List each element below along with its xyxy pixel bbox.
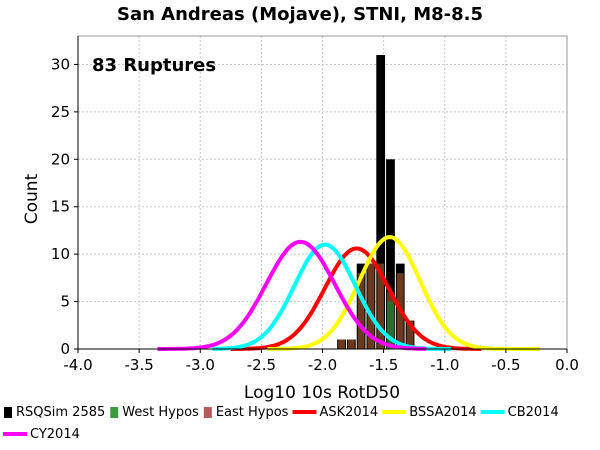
legend-item-1: West Hypos: [110, 405, 199, 420]
bar-east-hypos-0: [338, 339, 345, 349]
bar-total-5: [386, 159, 395, 349]
x-tick-label-7: -0.5: [491, 356, 520, 374]
bar-east-hypos-1: [347, 339, 355, 349]
legend: RSQSim 2585 West Hypos East Hypos ASK2014 BS…: [3, 405, 559, 442]
rupture-count-annotation: 83 Ruptures: [92, 55, 216, 76]
chart-title: San Andreas (Mojave), STNI, M8-8.5: [117, 4, 483, 25]
x-tick-label-5: -1.5: [369, 356, 398, 374]
x-axis-ticks: -4.0 -3.5 -3.0 -2.5 -2.0 -1.5 -1.0 -0.5 0.0: [63, 349, 579, 374]
curve-cy2014: [157, 239, 427, 351]
x-axis-label: Log10 10s RotD50: [244, 383, 400, 403]
y-tick-label-3: 15: [51, 198, 70, 216]
y-axis-label: Count: [22, 173, 42, 224]
legend-item-0: RSQSim 2585: [4, 405, 105, 420]
bar-east-hypos-3: [367, 263, 375, 349]
x-tick-label-3: -2.5: [247, 356, 276, 374]
x-tick-label-4: -2.0: [308, 356, 337, 374]
bar-east-hypos-2: [357, 273, 365, 349]
y-tick-label-5: 25: [51, 103, 70, 121]
legend-item-4: BSSA2014: [382, 405, 477, 420]
legend-label-3: ASK2014: [319, 405, 378, 420]
x-tick-label-8: 0.0: [555, 356, 579, 374]
legend-label-1: West Hypos: [122, 405, 199, 420]
legend-label-0: RSQSim 2585: [16, 405, 105, 420]
y-tick-label-0: 0: [60, 340, 70, 358]
legend-label-4: BSSA2014: [409, 405, 476, 420]
legend-item-3: ASK2014: [292, 405, 378, 420]
legend-label-2: East Hypos: [216, 405, 289, 420]
x-tick-label-2: -3.0: [186, 356, 215, 374]
y-tick-label-6: 30: [51, 55, 70, 73]
legend-swatch-1: [110, 407, 119, 418]
legend-swatch-0: [4, 407, 12, 418]
y-axis-ticks: 0 5 10 15 20 25 30: [51, 55, 78, 358]
legend-item-5: CB2014: [480, 405, 559, 420]
bar-east-hypos-4: [377, 263, 385, 349]
curve-ask2014: [230, 246, 482, 351]
legend-label-6: CY2014: [30, 427, 80, 442]
y-tick-label-2: 10: [51, 245, 70, 263]
x-tick-label-0: -4.0: [63, 356, 92, 374]
x-tick-label-6: -1.0: [430, 356, 459, 374]
legend-item-2: East Hypos: [203, 405, 289, 420]
legend-label-5: CB2014: [508, 405, 559, 420]
y-tick-label-1: 5: [60, 293, 70, 311]
bar-west-hypos-5: [387, 301, 394, 349]
legend-swatch-2: [203, 407, 212, 418]
bar-total-4: [376, 54, 386, 349]
x-tick-label-1: -3.5: [124, 356, 153, 374]
bar-east-hypos-7: [406, 320, 414, 349]
y-tick-label-4: 20: [51, 150, 70, 168]
legend-item-6: CY2014: [3, 427, 80, 442]
